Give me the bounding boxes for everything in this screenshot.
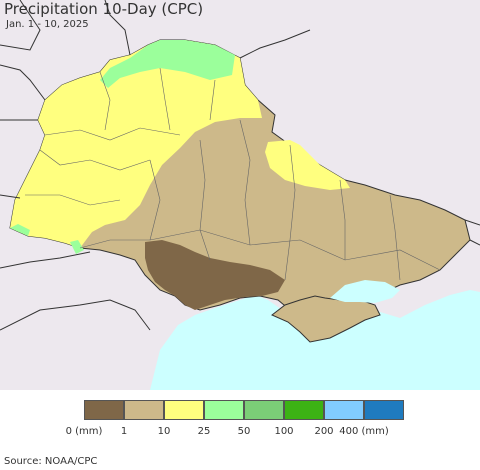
zone-25-50mm-north xyxy=(100,40,235,88)
legend-swatch-1-10mm xyxy=(124,400,164,420)
legend-tick-label: 0 (mm) xyxy=(65,426,103,437)
zone-25-50mm-west xyxy=(10,224,30,236)
zone-10-25mm-northwest xyxy=(10,40,262,248)
legend-swatch-10-25mm xyxy=(164,400,204,420)
legend-swatch-50-100mm xyxy=(244,400,284,420)
crimea-peninsula xyxy=(271,295,381,343)
zone-0-1mm-south xyxy=(145,240,285,310)
sea-of-azov xyxy=(330,280,400,303)
legend-swatch-0-1mm xyxy=(84,400,124,420)
legend-swatch-400plus-mm xyxy=(364,400,404,420)
map-canvas xyxy=(0,0,480,390)
legend-tick-label: 25 xyxy=(197,426,211,437)
legend-tick-label: 200 xyxy=(314,426,334,437)
legend-tick-label: 100 xyxy=(274,426,294,437)
legend-tick-label: 400 (mm) xyxy=(339,426,389,437)
data-source-credit: Source: NOAA/CPC xyxy=(4,456,98,467)
oblast-boundaries xyxy=(25,67,441,281)
legend-swatch-100-200mm xyxy=(284,400,324,420)
country-borders xyxy=(0,0,480,331)
legend-tick-label: 1 xyxy=(120,426,128,437)
zone-25-50mm-southwest xyxy=(70,240,84,254)
zone-10-25mm-east xyxy=(265,140,350,190)
legend-tick-label: 50 xyxy=(237,426,251,437)
legend-swatch-200-400mm xyxy=(324,400,364,420)
map-subtitle-date-range: Jan. 1 - 10, 2025 xyxy=(6,19,89,30)
legend-swatch-25-50mm xyxy=(204,400,244,420)
legend-tick-label: 10 xyxy=(157,426,171,437)
map-title: Precipitation 10-Day (CPC) xyxy=(4,0,204,18)
